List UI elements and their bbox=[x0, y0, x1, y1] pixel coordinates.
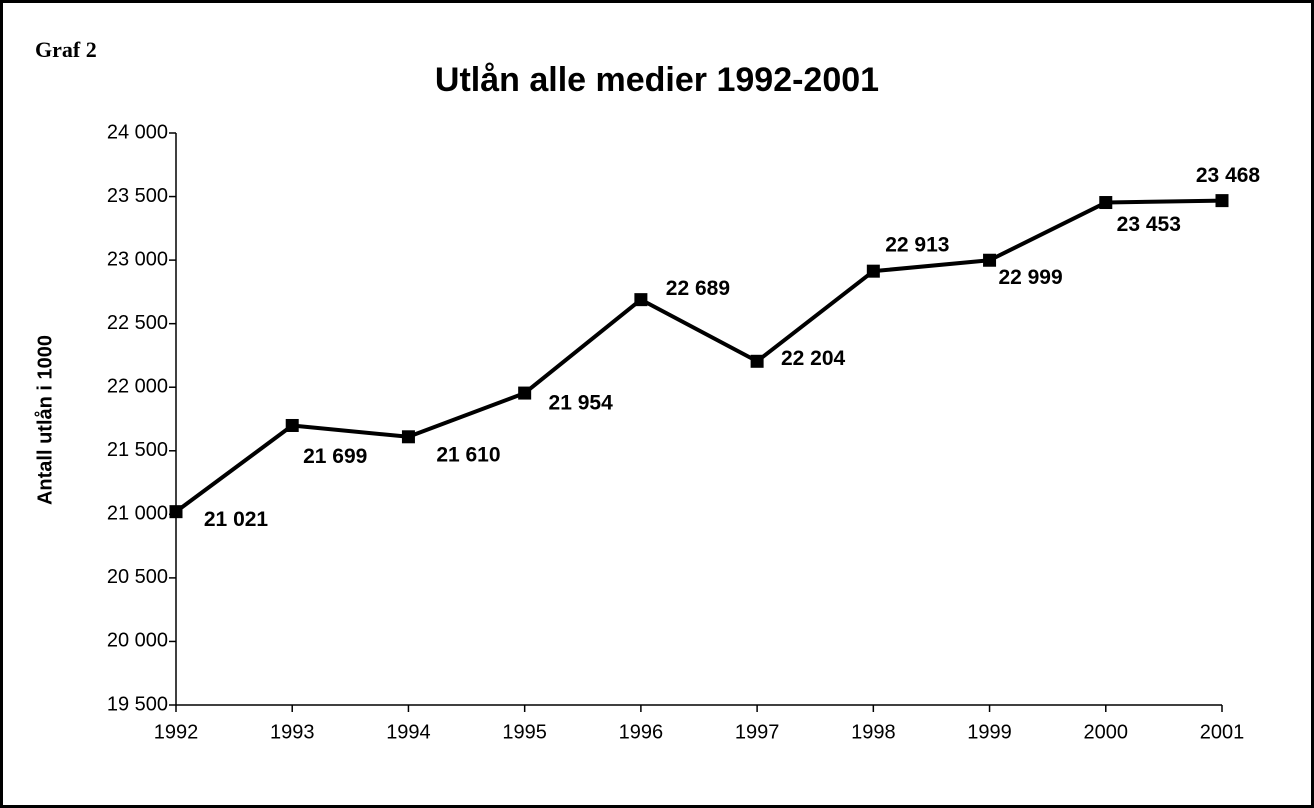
chart-title: Utlån alle medier 1992-2001 bbox=[435, 61, 879, 99]
y-tick-label: 21 500 bbox=[107, 439, 168, 461]
marker bbox=[983, 253, 997, 267]
x-tick-label: 1997 bbox=[735, 721, 780, 743]
x-tick-label: 1995 bbox=[502, 721, 547, 743]
data-label: 22 689 bbox=[666, 277, 730, 300]
data-label: 21 610 bbox=[436, 443, 500, 466]
data-label: 22 204 bbox=[781, 347, 846, 370]
y-axis-title: Antall utlån i 1000 bbox=[33, 335, 56, 505]
x-tick-label: 1999 bbox=[967, 721, 1012, 743]
x-tick-label: 1994 bbox=[386, 721, 431, 743]
y-tick-label: 23 500 bbox=[107, 185, 168, 207]
marker bbox=[518, 386, 532, 400]
data-label: 23 453 bbox=[1117, 213, 1181, 236]
marker bbox=[169, 505, 183, 519]
marker bbox=[1215, 194, 1229, 208]
y-tick-label: 22 500 bbox=[107, 312, 168, 334]
marker bbox=[285, 418, 299, 432]
marker bbox=[1099, 196, 1113, 210]
annotation: Graf 2 bbox=[35, 37, 97, 62]
marker bbox=[401, 430, 415, 444]
y-tick-label: 20 500 bbox=[107, 566, 168, 588]
data-label: 22 999 bbox=[998, 266, 1062, 289]
data-label: 22 913 bbox=[885, 234, 949, 257]
marker bbox=[750, 354, 764, 368]
y-tick-label: 24 000 bbox=[107, 121, 168, 143]
x-tick-label: 1996 bbox=[619, 721, 664, 743]
marker bbox=[866, 264, 880, 278]
data-label: 21 954 bbox=[549, 392, 614, 415]
x-tick-label: 1992 bbox=[154, 721, 199, 743]
marker bbox=[634, 293, 648, 307]
line bbox=[174, 198, 1223, 514]
y-tick-label: 23 000 bbox=[107, 248, 168, 270]
x-tick-label: 2001 bbox=[1200, 721, 1245, 743]
x-tick-label: 2000 bbox=[1084, 721, 1129, 743]
data-label: 21 699 bbox=[303, 445, 367, 468]
x-tick-label: 1998 bbox=[851, 721, 896, 743]
data-label: 23 468 bbox=[1196, 164, 1261, 187]
y-tick-label: 22 000 bbox=[107, 376, 168, 398]
data-label: 21 021 bbox=[204, 508, 269, 531]
y-tick-label: 20 000 bbox=[107, 630, 168, 652]
y-tick-label: 21 000 bbox=[107, 503, 168, 525]
y-tick-label: 19 500 bbox=[107, 693, 168, 715]
x-tick-label: 1993 bbox=[270, 721, 315, 743]
